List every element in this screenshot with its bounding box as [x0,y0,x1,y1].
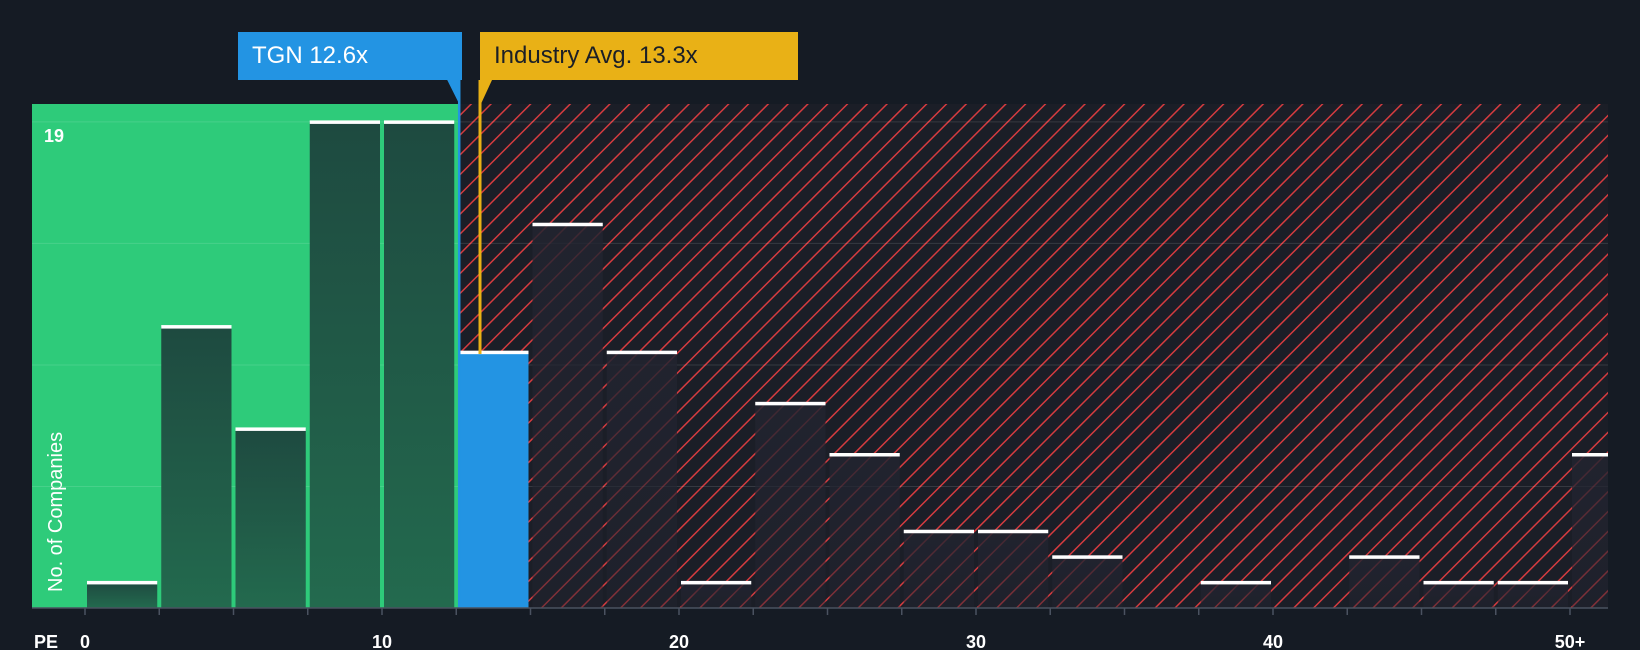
histogram-bar [903,531,974,608]
bar-top-cap [309,120,380,124]
histogram-bar [1052,556,1123,608]
histogram-bar [606,352,677,608]
company-bin-bar [458,352,529,608]
industry-pointer [480,80,493,106]
histogram-bar [1200,582,1271,608]
bar-top-cap [458,350,529,355]
bar-top-cap [1423,580,1494,585]
x-tick-label: 0 [80,632,90,650]
histogram-bar [681,582,752,608]
x-tick-label: 20 [669,632,689,650]
x-tick-label: 50+ [1555,632,1586,650]
industry-avg-callout: Industry Avg. 13.3x [480,32,798,80]
bar-top-cap [235,427,306,431]
x-tick-label: 40 [1263,632,1283,650]
histogram-bar [161,326,232,608]
bar-top-cap [532,222,603,227]
histogram-bar [1572,454,1608,608]
bar-top-cap [1572,452,1608,457]
histogram-bar [309,121,380,608]
y-top-label: 19 [44,126,64,146]
bar-top-cap [978,529,1049,534]
bar-top-cap [606,350,677,355]
histogram-bar [1349,556,1420,608]
bar-top-cap [384,120,455,124]
histogram-bar [87,582,158,608]
histogram-bar [384,121,455,608]
bar-top-cap [681,580,752,585]
x-tick-label: 10 [372,632,392,650]
bar-top-cap [903,529,974,534]
histogram-bar [1423,582,1494,608]
histogram-bar [829,454,900,608]
histogram-bar [1497,582,1568,608]
bar-top-cap [1497,580,1568,585]
y-axis-label: No. of Companies [45,432,67,592]
histogram-bar [235,428,306,608]
histogram-bar [755,403,826,608]
bar-top-cap [1200,580,1271,585]
histogram-bar [532,224,603,608]
x-axis-label: PE [34,632,58,650]
bar-top-cap [755,401,826,406]
bar-top-cap [829,452,900,457]
bar-top-cap [87,580,158,585]
histogram-bar [978,531,1049,608]
x-tick-label: 30 [966,632,986,650]
company-pointer [447,80,461,106]
bar-top-cap [1349,555,1420,559]
company-pe-callout: TGN 12.6x [238,32,462,80]
bar-top-cap [1052,555,1123,559]
bar-top-cap [161,325,232,329]
